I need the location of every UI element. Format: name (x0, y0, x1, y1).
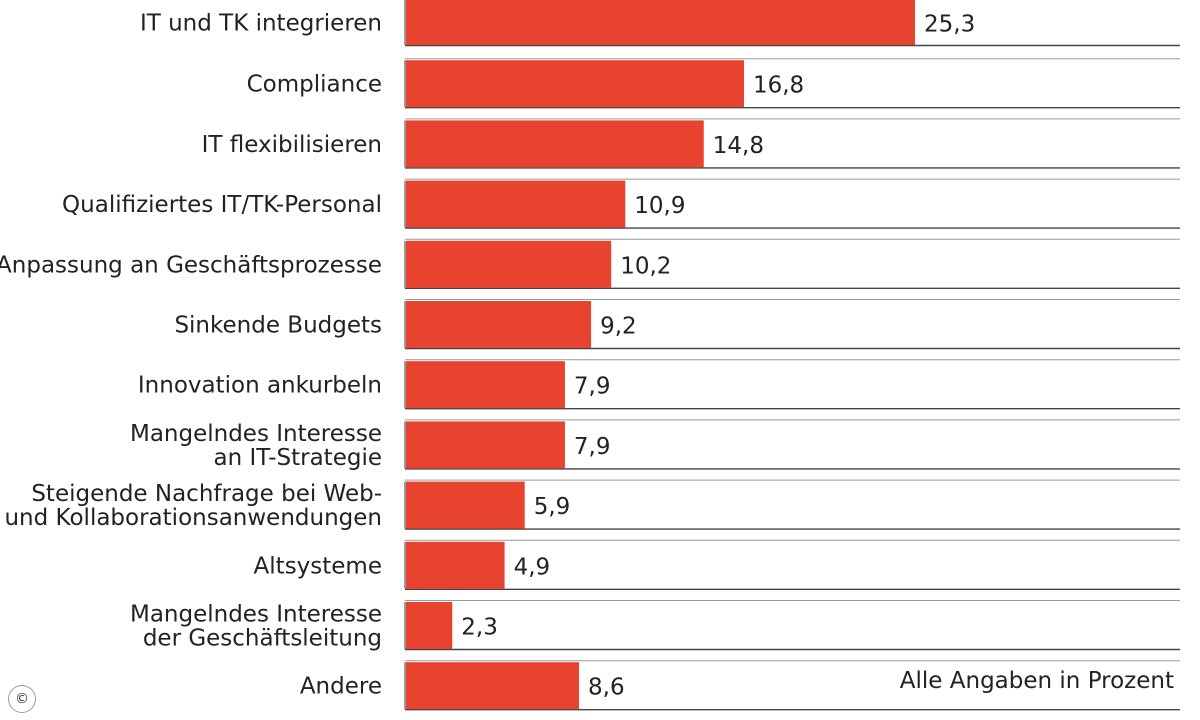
category-label: an IT-Strategie (214, 445, 382, 471)
category-label: Steigende Nachfrage bei Web- (31, 481, 382, 507)
chart-row: 5,9 Steigende Nachfrage bei Web-und Kolla… (4, 479, 1180, 531)
chart-row: 14,8 IT flexibilisieren (202, 118, 1180, 169)
value-label: 16,8 (753, 73, 804, 99)
category-label: und Kollaborationsanwendungen (4, 505, 382, 531)
value-label: 9,2 (600, 314, 637, 340)
chart-row: 4,9 Altsysteme (254, 539, 1180, 590)
chart-row: 25,3 IT und TK integrieren (140, 0, 1180, 47)
chart-row: 10,9 Qualifiziertes IT/TK-Personal (62, 178, 1180, 229)
category-label: Sinkende Budgets (174, 313, 382, 339)
value-label: 14,8 (713, 133, 764, 159)
chart-row: 10,2 Anpassung an Geschäftsprozesse (0, 238, 1180, 289)
value-label: 10,9 (634, 193, 685, 219)
category-label: IT flexibilisieren (202, 132, 382, 158)
chart-row: 16,8 Compliance (247, 58, 1180, 109)
unit-note: Alle Angaben in Prozent (899, 668, 1174, 694)
bar (406, 60, 744, 108)
category-label: Qualifiziertes IT/TK-Personal (62, 192, 382, 218)
chart-row: 8,6 Andere (300, 660, 1180, 711)
value-label: 7,9 (574, 434, 611, 460)
category-label: Altsysteme (254, 553, 382, 579)
chart-row: 7,9 Innovation ankurbeln (138, 359, 1180, 410)
bar (406, 602, 453, 649)
chart-row: 9,2 Sinkende Budgets (174, 299, 1180, 350)
value-label: 10,2 (620, 253, 671, 279)
bar (406, 421, 565, 469)
bar (406, 662, 580, 710)
bar (406, 240, 612, 288)
category-label: Andere (300, 674, 382, 700)
bar (406, 120, 704, 168)
bar (406, 0, 915, 45)
value-label: 25,3 (924, 12, 975, 38)
bar (406, 180, 626, 228)
category-label: Compliance (247, 72, 382, 98)
value-label: 7,9 (574, 374, 611, 400)
category-label: Mangelndes Interesse (130, 421, 382, 447)
category-label: Anpassung an Geschäftsprozesse (0, 252, 382, 278)
category-label: Mangelndes Interesse (130, 602, 382, 628)
value-label: 4,9 (514, 554, 551, 580)
category-label: der Geschäftsleitung (143, 626, 382, 652)
category-label: IT und TK integrieren (140, 11, 382, 37)
copyright-icon: © (9, 686, 35, 712)
bar (406, 481, 525, 529)
value-label: 8,6 (588, 675, 625, 701)
bar (406, 361, 565, 409)
value-label: 5,9 (534, 494, 571, 520)
bar (406, 541, 505, 589)
bar (406, 301, 592, 348)
value-label: 2,3 (461, 615, 498, 641)
category-label: Innovation ankurbeln (138, 373, 382, 399)
